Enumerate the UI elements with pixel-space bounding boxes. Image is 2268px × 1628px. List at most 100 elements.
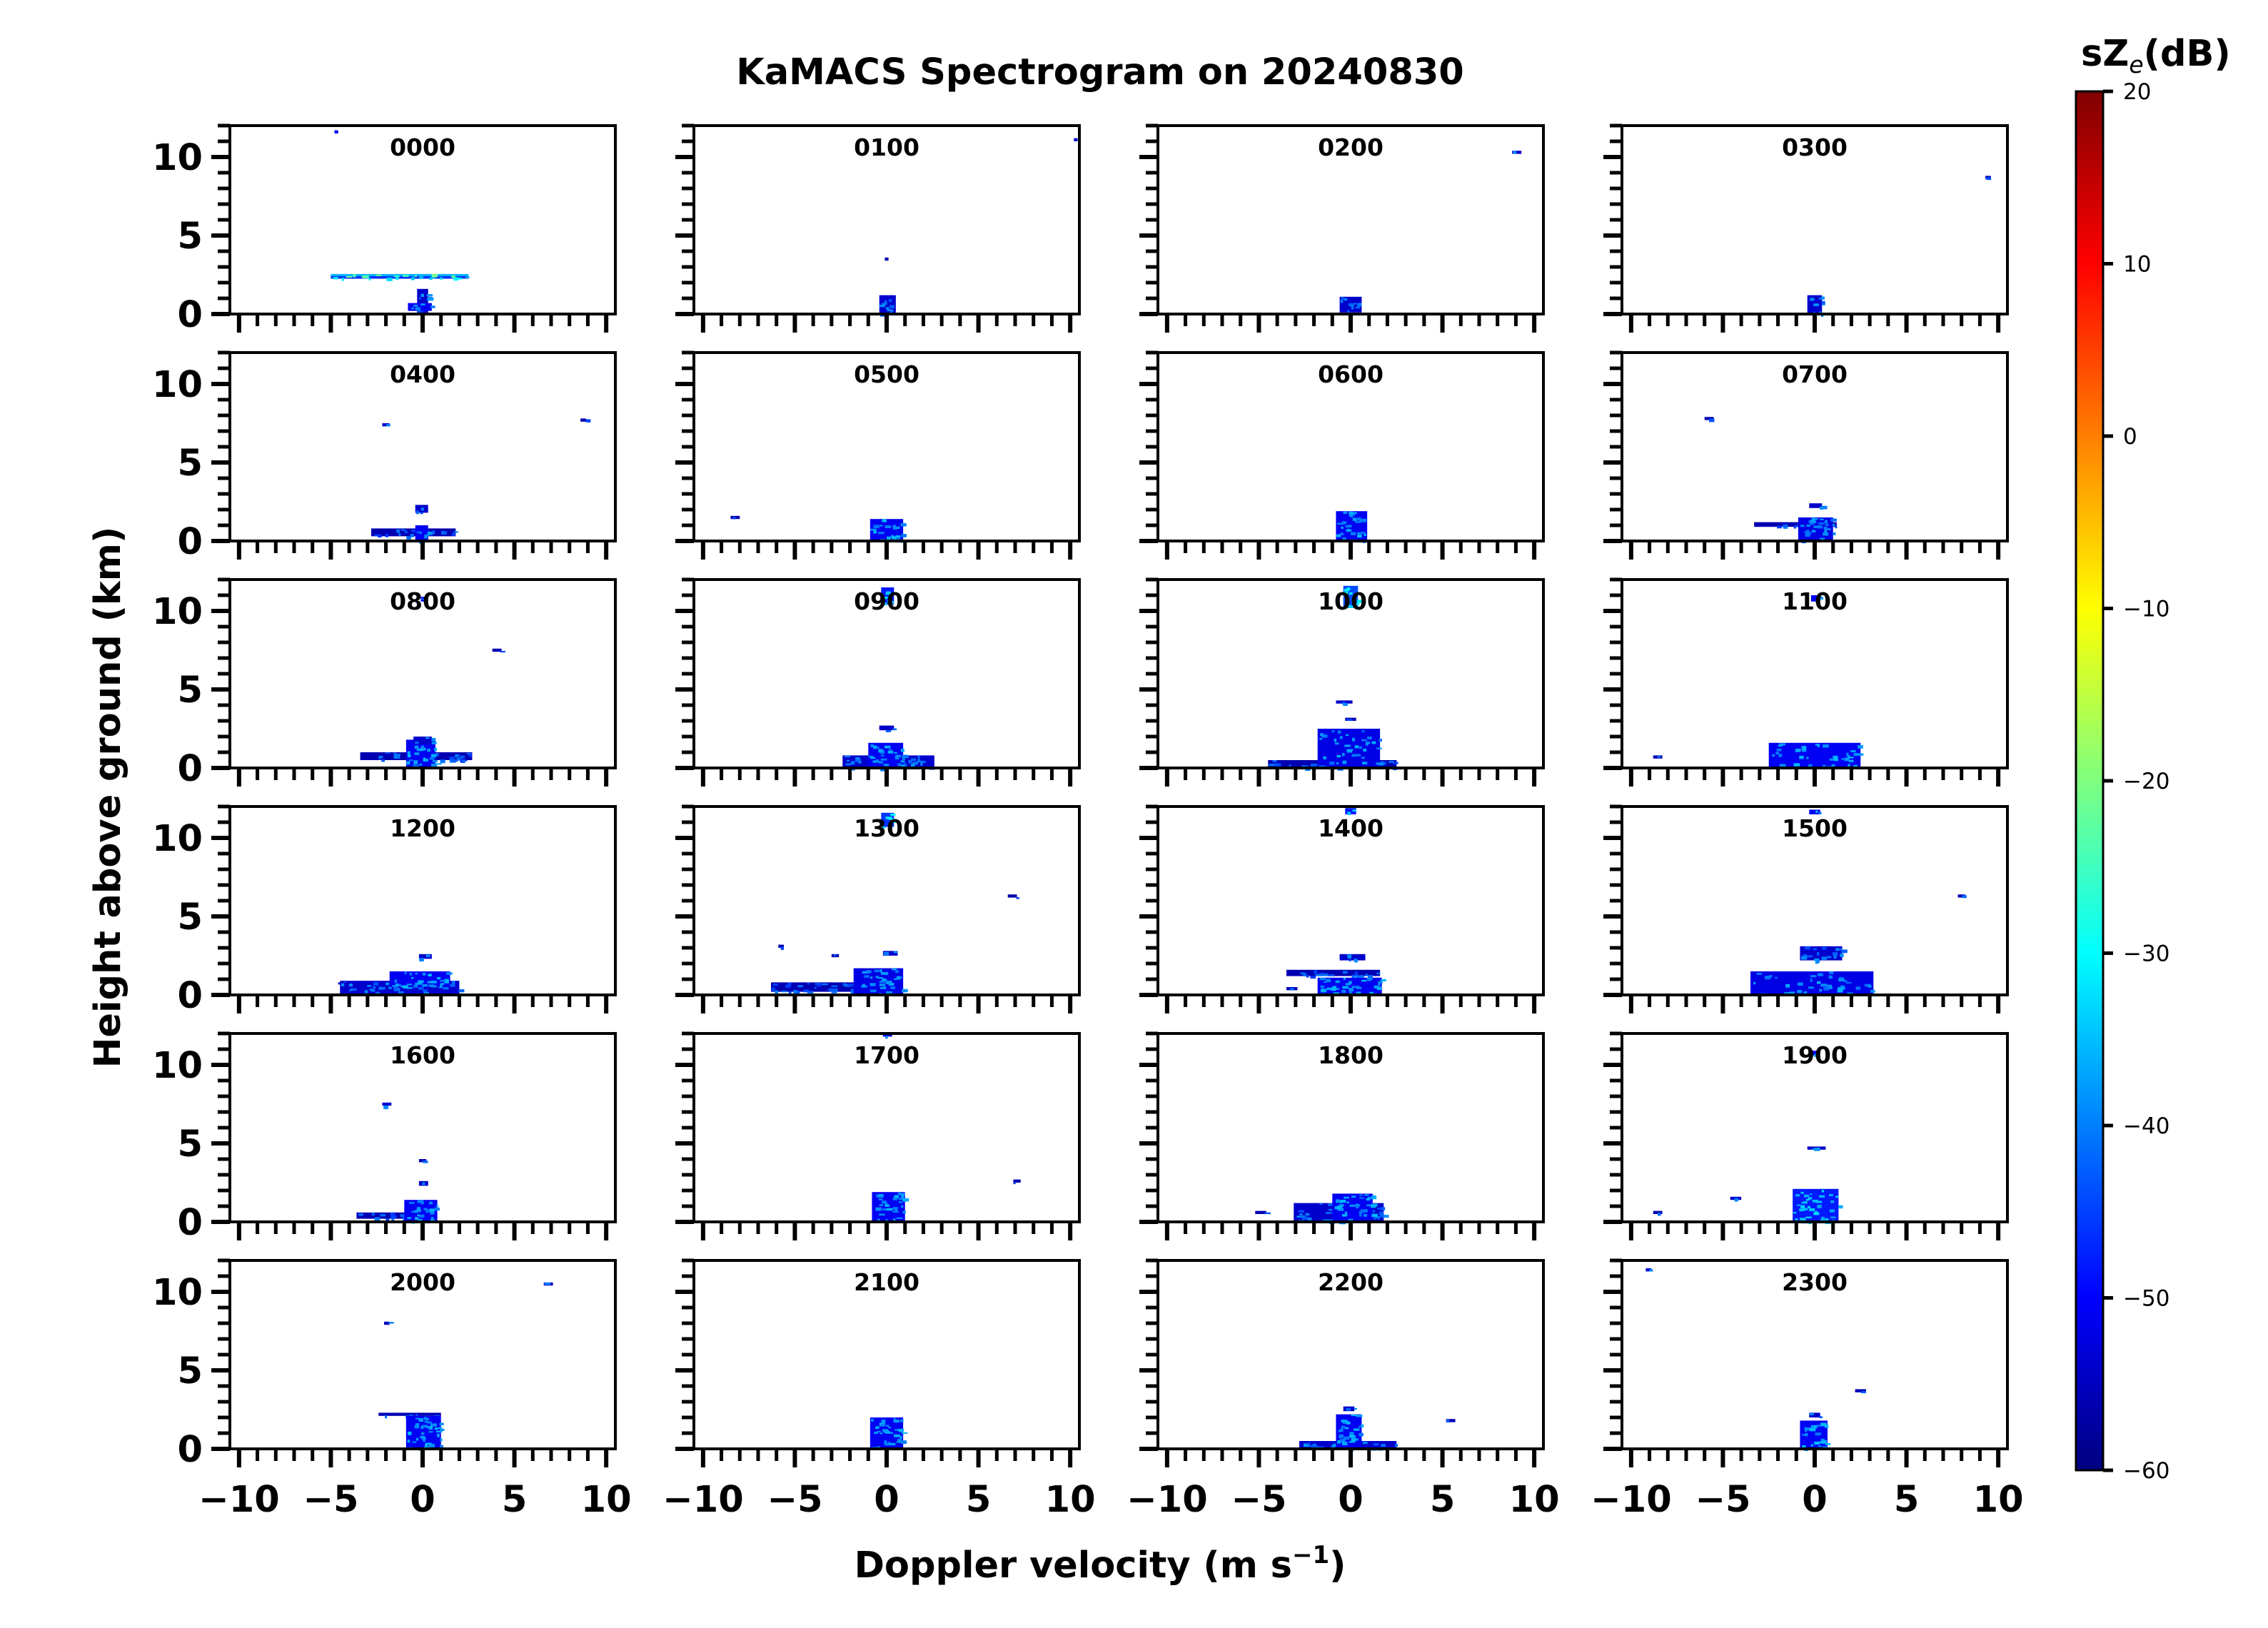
echo-speckle [879, 984, 886, 986]
x-axis-label-end: ) [1329, 1544, 1346, 1587]
echo-speckle [392, 985, 397, 987]
echo-speckle [1335, 988, 1340, 990]
spectral-echo [831, 954, 840, 958]
echo-speckle [882, 826, 886, 829]
echo-speckle [864, 975, 870, 978]
echo-speckle [1359, 1211, 1364, 1214]
echo-speckle [1378, 981, 1383, 984]
echo-speckle [434, 1207, 440, 1211]
echo-speckle [1810, 298, 1815, 301]
echo-speckle [1802, 1445, 1806, 1448]
echo-core [413, 737, 432, 744]
echo-speckle [894, 970, 899, 974]
echo-speckle [1356, 991, 1361, 994]
panel-label: 2100 [854, 1268, 919, 1296]
echo-speckle [419, 275, 424, 279]
echo-speckle [879, 981, 885, 984]
echo-speckle [1354, 971, 1359, 976]
echo-speckle [433, 764, 438, 767]
echo-speckle [1336, 762, 1339, 764]
echo-speckle [1341, 1427, 1344, 1430]
echo-speckle [901, 1432, 908, 1434]
echo-speckle [1013, 1182, 1016, 1185]
echo-speckle [1800, 1191, 1804, 1194]
echo-core [1855, 1389, 1866, 1392]
echo-speckle [1858, 753, 1864, 756]
echo-speckle [1351, 1414, 1358, 1417]
echo-speckle [416, 531, 422, 533]
echo-speckle [1323, 756, 1326, 759]
echo-speckle [341, 278, 344, 281]
panel-label: 0900 [854, 587, 919, 615]
echo-speckle [1302, 972, 1306, 976]
echo-speckle [797, 990, 800, 994]
echo-speckle [1380, 1207, 1386, 1210]
echo-speckle [417, 308, 421, 311]
echo-speckle [1853, 752, 1859, 757]
echo-speckle [901, 765, 905, 768]
echo-speckle [890, 535, 894, 537]
echo-speckle [436, 1430, 443, 1433]
echo-speckle [908, 760, 912, 764]
echo-speckle [1341, 1213, 1348, 1217]
echo-speckle [1326, 987, 1333, 991]
echo-speckle [346, 275, 353, 278]
echo-speckle [1319, 737, 1323, 740]
echo-speckle [415, 1422, 420, 1426]
echo-speckle [1810, 520, 1817, 523]
echo-core [1286, 969, 1381, 976]
echo-speckle [1805, 533, 1810, 537]
echo-speckle [1783, 527, 1788, 529]
spectral-echo [882, 1033, 892, 1039]
echo-speckle [420, 745, 425, 749]
echo-speckle [1340, 1439, 1346, 1442]
echo-speckle [423, 1161, 428, 1163]
echo-speckle [410, 977, 414, 979]
echo-speckle [1365, 974, 1368, 976]
echo-speckle [427, 532, 432, 534]
echo-speckle [1360, 1209, 1364, 1211]
spectral-echo [580, 418, 591, 423]
echo-speckle [1819, 518, 1824, 520]
echo-speckle [1804, 1427, 1810, 1430]
echo-speckle [892, 525, 896, 528]
echo-speckle [1350, 532, 1356, 535]
echo-speckle [1811, 517, 1815, 521]
echo-speckle [413, 761, 418, 764]
echo-speckle [380, 1213, 386, 1217]
echo-core [1809, 503, 1823, 508]
colorbar-tick-label: −30 [2123, 941, 2169, 967]
echo-speckle [898, 1201, 903, 1203]
echo-speckle [451, 759, 458, 762]
echo-speckle [1321, 989, 1325, 991]
echo-speckle [388, 986, 392, 989]
echo-speckle [858, 762, 862, 764]
spectral-echo [1798, 517, 1837, 544]
echo-speckle [900, 760, 905, 762]
echo-speckle [402, 529, 407, 532]
echo-speckle [420, 747, 426, 751]
echo-speckle [1351, 1195, 1356, 1198]
echo-speckle [417, 1200, 424, 1203]
echo-speckle [894, 756, 899, 759]
echo-speckle [1817, 744, 1820, 747]
echo-speckle [870, 528, 877, 531]
echo-speckle [416, 748, 423, 752]
spectral-echo [1074, 138, 1078, 141]
x-tick-label: 0 [1802, 1479, 1828, 1521]
echo-speckle [413, 764, 417, 767]
echo-speckle [414, 275, 417, 277]
echo-speckle [1341, 526, 1344, 530]
echo-speckle [1319, 1203, 1323, 1205]
echo-speckle [1829, 971, 1834, 974]
echo-speckle [1779, 764, 1786, 768]
echo-speckle [1796, 1204, 1801, 1206]
echo-speckle [1349, 511, 1354, 515]
echo-speckle [1342, 521, 1345, 525]
echo-speckle [1343, 1436, 1350, 1440]
echo-speckle [1785, 984, 1790, 988]
echo-speckle [1345, 525, 1352, 528]
echo-speckle [420, 1432, 425, 1435]
echo-core [382, 423, 390, 427]
echo-speckle [1832, 523, 1835, 527]
